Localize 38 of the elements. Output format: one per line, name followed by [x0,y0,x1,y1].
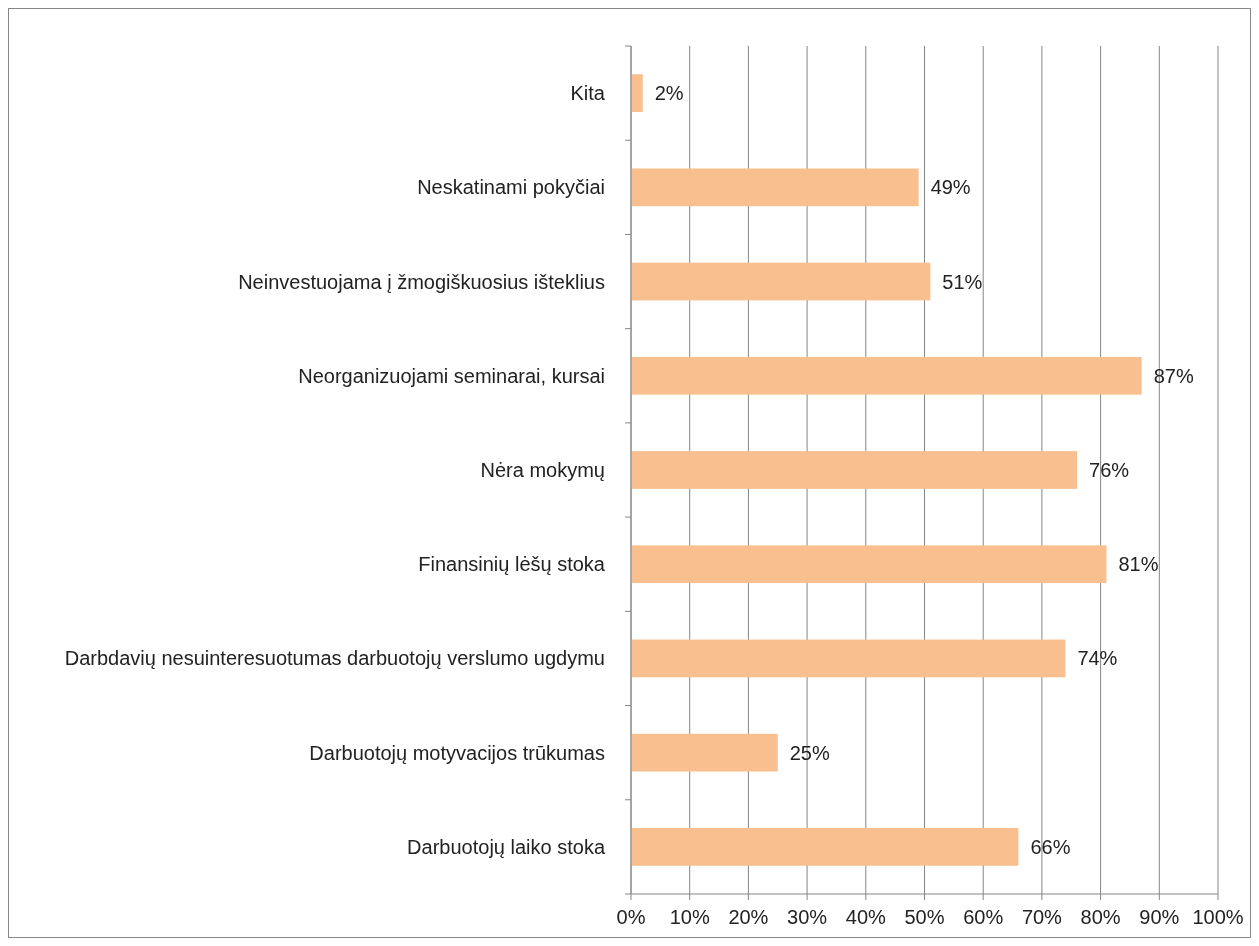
x-tick-label: 90% [1139,906,1180,928]
y-tick-label: Neinvestuojama į žmogiškuosius išteklius [238,270,605,293]
bar [631,545,1107,584]
bar [631,262,931,301]
data-label: 25% [789,741,830,764]
bar [631,733,778,772]
y-tick-label: Darbuotojų motyvacijos trūkumas [309,741,605,764]
bar [631,451,1078,489]
y-tick-label: Neorganizuojami seminarai, kursai [298,364,605,387]
y-tick-label: Darbuotojų laiko stoka [407,835,606,858]
x-tick-label: 100% [1192,906,1244,928]
x-tick-label: 20% [728,906,769,928]
x-tick-label: 50% [904,906,945,928]
data-label: 49% [930,176,971,199]
data-label: 74% [1077,647,1118,670]
data-label: 76% [1089,459,1130,481]
x-tick-label: 80% [1080,906,1121,928]
y-tick-label: Neskatinami pokyčiai [417,176,605,199]
x-tick-label: 40% [845,906,887,928]
y-tick-label: Kita [570,82,606,105]
y-tick-label: Finansinių lėšų stoka [418,553,606,576]
data-label: 51% [942,270,983,293]
x-tick-label: 10% [669,906,710,928]
data-label: 87% [1153,364,1194,387]
y-tick-label: Darbdavių nesuinteresuotumas darbuotojų verslumo ugdymu [64,647,605,670]
x-tick-label: 70% [1021,906,1063,928]
data-label: 2% [654,82,684,105]
x-tick-label: 0% [616,906,646,928]
data-label: 81% [1118,553,1159,576]
bar [631,639,1066,678]
x-tick-label: 60% [963,906,1004,928]
x-tick-label: 30% [787,906,828,928]
bar [631,356,1142,395]
y-tick-label: Nėra mokymų [480,459,605,481]
bar [631,168,919,207]
data-label: 66% [1030,835,1071,858]
bar [631,74,643,112]
bar [631,828,1019,866]
